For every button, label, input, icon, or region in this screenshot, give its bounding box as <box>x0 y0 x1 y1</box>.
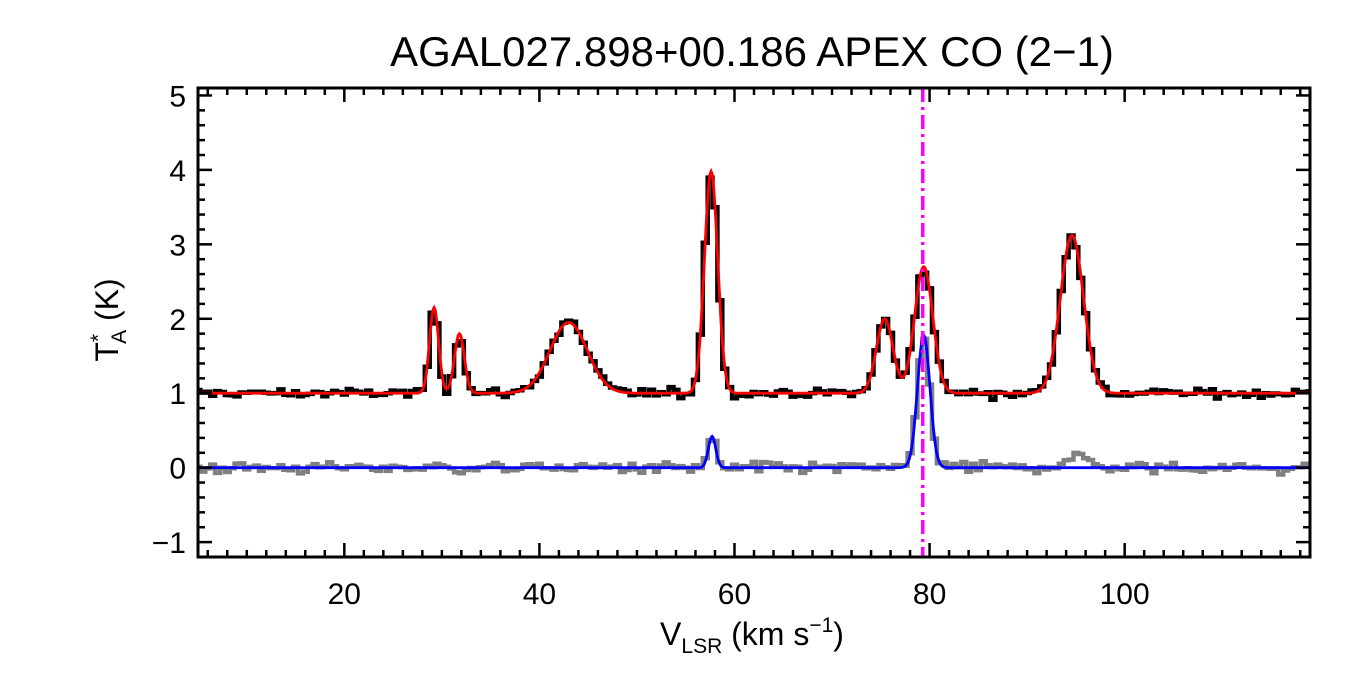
plot-frame <box>196 86 1312 559</box>
series-3-fit-line <box>198 332 1310 470</box>
y-tick-label: 2 <box>169 304 186 337</box>
x-axis-label: VLSR (km s−1) <box>660 614 844 658</box>
chart-title: AGAL027.898+00.186 APEX CO (2−1) <box>390 28 1114 75</box>
tick-labels: 20 40 60 80 100 −1 0 1 2 3 4 5 <box>152 80 1150 611</box>
y-tick-label: 4 <box>169 155 186 188</box>
x-tick-label: 100 <box>1100 578 1150 611</box>
y-tick-label: 0 <box>169 453 186 486</box>
y-tick-label: 3 <box>169 229 186 262</box>
y-axis-label-rest: (K) <box>89 278 125 330</box>
y-tick-label: −1 <box>152 527 186 560</box>
series-2-histogram <box>198 336 1310 477</box>
y-tick-label: 5 <box>169 80 186 113</box>
x-tick-label: 20 <box>328 578 361 611</box>
y-axis-label-sup: * <box>87 334 110 342</box>
x-axis-label-end: ) <box>833 616 844 652</box>
x-axis-label-rest: (km s <box>722 616 809 652</box>
x-tick-label: 80 <box>913 578 946 611</box>
y-axis-label-sub: A <box>108 330 131 344</box>
series-1-fit-line <box>198 167 1310 395</box>
axis-ticks <box>198 88 1310 557</box>
x-tick-label: 60 <box>718 578 751 611</box>
x-axis-label-main: V <box>660 616 682 652</box>
x-axis-label-sub: LSR <box>681 635 722 658</box>
x-tick-label: 40 <box>523 578 556 611</box>
series-0-histogram <box>198 175 1310 403</box>
x-axis-label-sup: −1 <box>809 614 833 637</box>
y-tick-label: 1 <box>169 378 186 411</box>
y-axis-label: T*A (K) <box>87 278 131 361</box>
y-axis-label-main: T <box>89 342 125 362</box>
plot-content <box>198 167 1310 477</box>
